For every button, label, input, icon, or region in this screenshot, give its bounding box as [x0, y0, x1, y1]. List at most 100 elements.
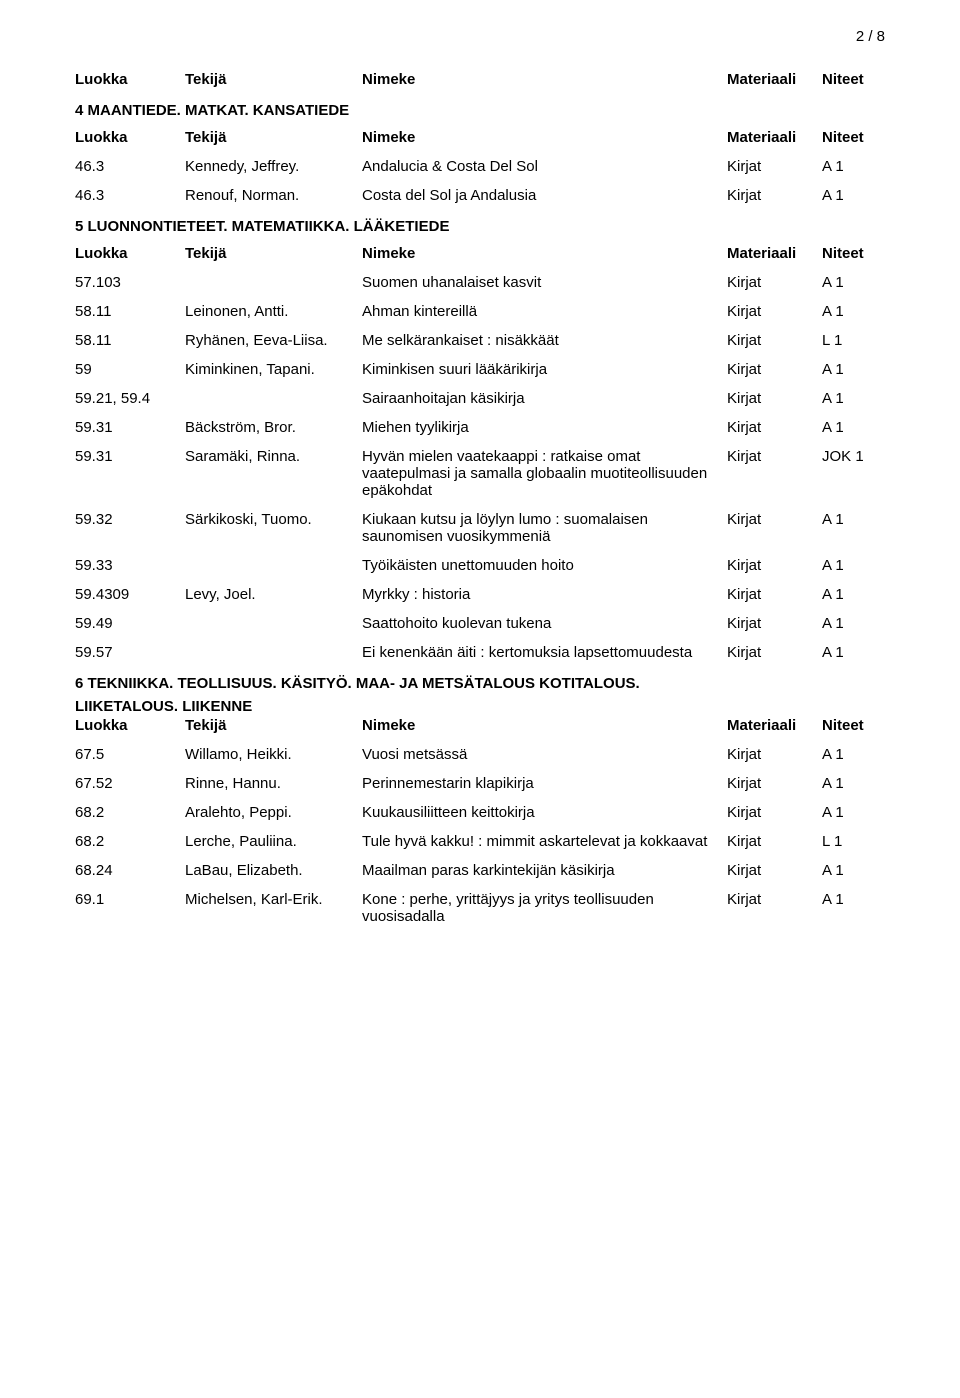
col-niteet: Niteet [822, 717, 882, 734]
cell-materiaali: Kirjat [727, 158, 822, 175]
cell-luokka: 59.33 [75, 557, 185, 574]
table-row: 59.4309 Levy, Joel. Myrkky : historia Ki… [75, 586, 885, 603]
cell-nimeke: Perinnemestarin klapikirja [362, 775, 727, 792]
cell-niteet: A 1 [822, 274, 882, 291]
cell-nimeke: Tule hyvä kakku! : mimmit askartelevat j… [362, 833, 727, 850]
cell-nimeke: Kuukausiliitteen keittokirja [362, 804, 727, 821]
table-row: 69.1 Michelsen, Karl-Erik. Kone : perhe,… [75, 891, 885, 925]
cell-tekija: Särkikoski, Tuomo. [185, 511, 362, 528]
cell-nimeke: Kiukaan kutsu ja löylyn lumo : suomalais… [362, 511, 727, 545]
column-header-row: Luokka Tekijä Nimeke Materiaali Niteet [75, 71, 885, 88]
cell-luokka: 59.32 [75, 511, 185, 528]
cell-luokka: 46.3 [75, 187, 185, 204]
cell-niteet: JOK 1 [822, 448, 882, 465]
cell-niteet: A 1 [822, 891, 882, 908]
table-row: 68.24 LaBau, Elizabeth. Maailman paras k… [75, 862, 885, 879]
cell-nimeke: Miehen tyylikirja [362, 419, 727, 436]
table-row: 59 Kiminkinen, Tapani. Kiminkisen suuri … [75, 361, 885, 378]
cell-niteet: L 1 [822, 332, 882, 349]
cell-materiaali: Kirjat [727, 390, 822, 407]
section-title-5: 5 LUONNONTIETEET. MATEMATIIKKA. LÄÄKETIE… [75, 218, 885, 235]
cell-niteet: L 1 [822, 833, 882, 850]
cell-materiaali: Kirjat [727, 511, 822, 528]
cell-tekija: Bäckström, Bror. [185, 419, 362, 436]
column-header-row: Luokka Tekijä Nimeke Materiaali Niteet [75, 245, 885, 262]
col-nimeke: Nimeke [362, 245, 727, 262]
table-row: 67.52 Rinne, Hannu. Perinnemestarin klap… [75, 775, 885, 792]
cell-nimeke: Vuosi metsässä [362, 746, 727, 763]
cell-niteet: A 1 [822, 390, 882, 407]
col-nimeke: Nimeke [362, 129, 727, 146]
col-tekija: Tekijä [185, 717, 362, 734]
cell-nimeke: Me selkärankaiset : nisäkkäät [362, 332, 727, 349]
col-tekija: Tekijä [185, 129, 362, 146]
table-row: 46.3 Renouf, Norman. Costa del Sol ja An… [75, 187, 885, 204]
cell-materiaali: Kirjat [727, 187, 822, 204]
table-row: 57.103 Suomen uhanalaiset kasvit Kirjat … [75, 274, 885, 291]
table-row: 68.2 Lerche, Pauliina. Tule hyvä kakku! … [75, 833, 885, 850]
cell-nimeke: Ei kenenkään äiti : kertomuksia lapsetto… [362, 644, 727, 661]
table-row: 59.57 Ei kenenkään äiti : kertomuksia la… [75, 644, 885, 661]
cell-materiaali: Kirjat [727, 274, 822, 291]
page-number: 2 / 8 [75, 28, 885, 45]
table-row: 59.31 Saramäki, Rinna. Hyvän mielen vaat… [75, 448, 885, 499]
cell-materiaali: Kirjat [727, 862, 822, 879]
cell-nimeke: Andalucia & Costa Del Sol [362, 158, 727, 175]
col-materiaali: Materiaali [727, 71, 822, 88]
col-luokka: Luokka [75, 129, 185, 146]
column-header-row: Luokka Tekijä Nimeke Materiaali Niteet [75, 129, 885, 146]
column-header-row: Luokka Tekijä Nimeke Materiaali Niteet [75, 717, 885, 734]
cell-niteet: A 1 [822, 644, 882, 661]
section-title-6-line2: LIIKETALOUS. LIIKENNE [75, 698, 885, 715]
cell-tekija: Willamo, Heikki. [185, 746, 362, 763]
cell-nimeke: Myrkky : historia [362, 586, 727, 603]
cell-materiaali: Kirjat [727, 775, 822, 792]
cell-niteet: A 1 [822, 361, 882, 378]
cell-luokka: 59.57 [75, 644, 185, 661]
cell-materiaali: Kirjat [727, 448, 822, 465]
col-nimeke: Nimeke [362, 71, 727, 88]
col-luokka: Luokka [75, 71, 185, 88]
cell-tekija: Ryhänen, Eeva-Liisa. [185, 332, 362, 349]
table-row: 59.49 Saattohoito kuolevan tukena Kirjat… [75, 615, 885, 632]
col-luokka: Luokka [75, 717, 185, 734]
cell-niteet: A 1 [822, 775, 882, 792]
cell-tekija: Saramäki, Rinna. [185, 448, 362, 465]
table-row: 58.11 Ryhänen, Eeva-Liisa. Me selkäranka… [75, 332, 885, 349]
section-title-4: 4 MAANTIEDE. MATKAT. KANSATIEDE [75, 102, 885, 119]
cell-materiaali: Kirjat [727, 804, 822, 821]
cell-luokka: 59.21, 59.4 [75, 390, 185, 407]
cell-niteet: A 1 [822, 187, 882, 204]
col-niteet: Niteet [822, 71, 882, 88]
cell-tekija: Kiminkinen, Tapani. [185, 361, 362, 378]
table-row: 58.11 Leinonen, Antti. Ahman kintereillä… [75, 303, 885, 320]
cell-materiaali: Kirjat [727, 891, 822, 908]
cell-tekija: Leinonen, Antti. [185, 303, 362, 320]
col-niteet: Niteet [822, 245, 882, 262]
cell-materiaali: Kirjat [727, 332, 822, 349]
cell-materiaali: Kirjat [727, 419, 822, 436]
col-luokka: Luokka [75, 245, 185, 262]
cell-luokka: 68.2 [75, 804, 185, 821]
cell-luokka: 57.103 [75, 274, 185, 291]
table-row: 46.3 Kennedy, Jeffrey. Andalucia & Costa… [75, 158, 885, 175]
cell-luokka: 67.52 [75, 775, 185, 792]
cell-luokka: 59.31 [75, 419, 185, 436]
section-title-6-line1: 6 TEKNIIKKA. TEOLLISUUS. KÄSITYÖ. MAA- J… [75, 675, 885, 692]
cell-tekija: Renouf, Norman. [185, 187, 362, 204]
cell-niteet: A 1 [822, 862, 882, 879]
cell-niteet: A 1 [822, 511, 882, 528]
cell-niteet: A 1 [822, 419, 882, 436]
cell-tekija: Michelsen, Karl-Erik. [185, 891, 362, 908]
cell-niteet: A 1 [822, 557, 882, 574]
cell-materiaali: Kirjat [727, 586, 822, 603]
cell-luokka: 68.24 [75, 862, 185, 879]
cell-luokka: 69.1 [75, 891, 185, 908]
table-row: 59.31 Bäckström, Bror. Miehen tyylikirja… [75, 419, 885, 436]
cell-luokka: 46.3 [75, 158, 185, 175]
cell-luokka: 59 [75, 361, 185, 378]
cell-nimeke: Kiminkisen suuri lääkärikirja [362, 361, 727, 378]
col-tekija: Tekijä [185, 245, 362, 262]
cell-nimeke: Costa del Sol ja Andalusia [362, 187, 727, 204]
cell-niteet: A 1 [822, 303, 882, 320]
